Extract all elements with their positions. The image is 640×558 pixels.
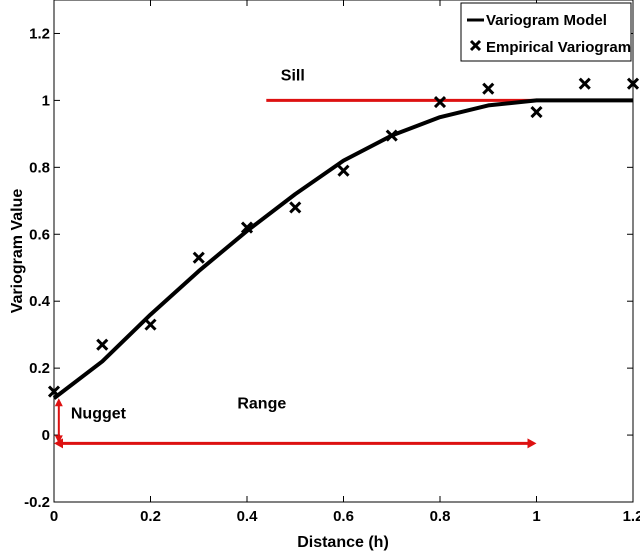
y-tick-label: 0.4 [29,293,51,310]
legend-label-empirical: Empirical Variogram [486,39,631,56]
nugget-label: Nugget [71,405,127,422]
y-tick-label: 0.2 [29,360,50,377]
y-axis-title: Variogram Value [9,189,26,314]
legend: Variogram Model Empirical Variogram [461,3,631,61]
y-tick-label: 0 [42,427,50,444]
range-label: Range [237,395,286,412]
legend-label-model: Variogram Model [486,12,607,29]
x-tick-label: 0 [50,508,58,525]
plot-area [54,0,633,502]
y-tick-label: 1.2 [29,25,50,42]
x-tick-label: 0.8 [430,508,451,525]
x-axis-title: Distance (h) [297,534,389,551]
y-tick-label: 1 [42,92,50,109]
x-tick-label: 1.2 [623,508,640,525]
y-tick-label: -0.2 [24,494,50,511]
x-tick-label: 0.4 [237,508,259,525]
x-tick-label: 0.6 [333,508,354,525]
x-tick-label: 1 [532,508,540,525]
x-tick-label: 0.2 [140,508,161,525]
sill-label: Sill [281,67,305,84]
y-tick-label: 0.6 [29,226,50,243]
y-tick-label: 0.8 [29,159,50,176]
